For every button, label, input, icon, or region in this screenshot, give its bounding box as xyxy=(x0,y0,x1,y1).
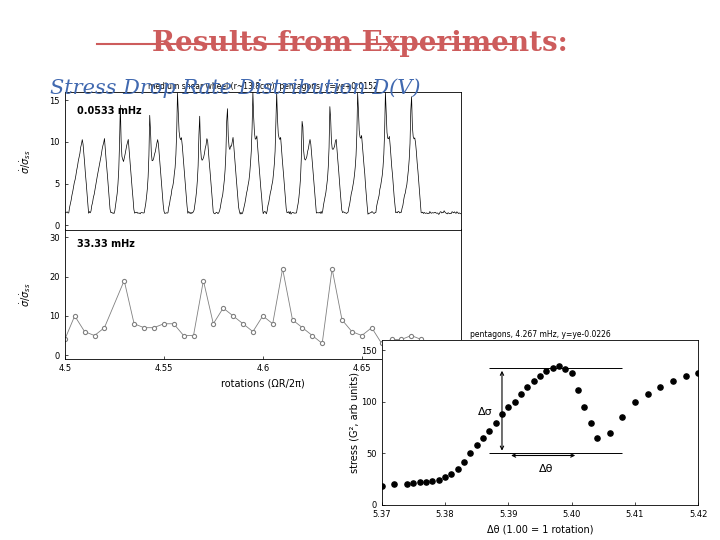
Point xyxy=(572,386,584,394)
Point xyxy=(420,478,432,487)
Point xyxy=(547,363,559,372)
Point xyxy=(464,449,476,458)
Point xyxy=(629,397,641,406)
Point xyxy=(516,389,527,398)
Text: Stress Drop Rate Distribution D(V): Stress Drop Rate Distribution D(V) xyxy=(50,78,421,98)
Y-axis label: stress (G², arb units): stress (G², arb units) xyxy=(350,372,359,473)
Point xyxy=(376,482,387,491)
Point xyxy=(553,362,564,370)
Text: $\dot{\sigma}/\dot{\sigma}_{ss}$: $\dot{\sigma}/\dot{\sigma}_{ss}$ xyxy=(18,150,32,174)
Point xyxy=(484,427,495,435)
Point xyxy=(503,403,514,411)
Point xyxy=(604,429,616,437)
Point xyxy=(389,480,400,489)
Point xyxy=(477,434,489,442)
Point xyxy=(401,480,413,489)
Point xyxy=(509,397,521,406)
Text: 33.33 mHz: 33.33 mHz xyxy=(76,239,135,248)
Point xyxy=(534,372,546,381)
Point xyxy=(591,434,603,442)
X-axis label: Δθ (1.00 = 1 rotation): Δθ (1.00 = 1 rotation) xyxy=(487,524,593,534)
Point xyxy=(680,372,691,381)
Point xyxy=(559,364,571,373)
Point xyxy=(458,457,469,466)
Point xyxy=(471,441,482,449)
Point xyxy=(452,464,464,473)
Point xyxy=(642,389,654,398)
Text: Results from Experiments:: Results from Experiments: xyxy=(152,30,568,57)
Point xyxy=(490,418,501,427)
Title: medium shear wheel (r~13.8cm); pentagons; y=ye+0.0152: medium shear wheel (r~13.8cm); pentagons… xyxy=(148,82,378,91)
Text: Δσ: Δσ xyxy=(478,407,492,417)
Text: $\dot{\sigma}/\dot{\sigma}_{ss}$: $\dot{\sigma}/\dot{\sigma}_{ss}$ xyxy=(18,282,32,307)
Point xyxy=(446,470,457,478)
Point xyxy=(566,369,577,377)
Point xyxy=(521,382,533,391)
X-axis label: rotations (ΩR/2π): rotations (ΩR/2π) xyxy=(221,379,305,388)
Point xyxy=(414,478,426,487)
Point xyxy=(426,477,438,485)
Point xyxy=(585,418,596,427)
Point xyxy=(667,377,679,386)
Point xyxy=(579,403,590,411)
Point xyxy=(528,377,539,386)
Text: 0.0533 mHz: 0.0533 mHz xyxy=(76,106,141,116)
Point xyxy=(496,410,508,418)
Point xyxy=(433,476,444,484)
Point xyxy=(654,382,666,391)
Point xyxy=(693,369,704,377)
Point xyxy=(408,479,419,488)
Point xyxy=(439,473,451,482)
Title: pentagons, 4.267 mHz, y=ye-0.0226: pentagons, 4.267 mHz, y=ye-0.0226 xyxy=(469,330,611,340)
Point xyxy=(616,413,628,422)
Text: Δθ: Δθ xyxy=(539,464,554,474)
Point xyxy=(541,367,552,375)
